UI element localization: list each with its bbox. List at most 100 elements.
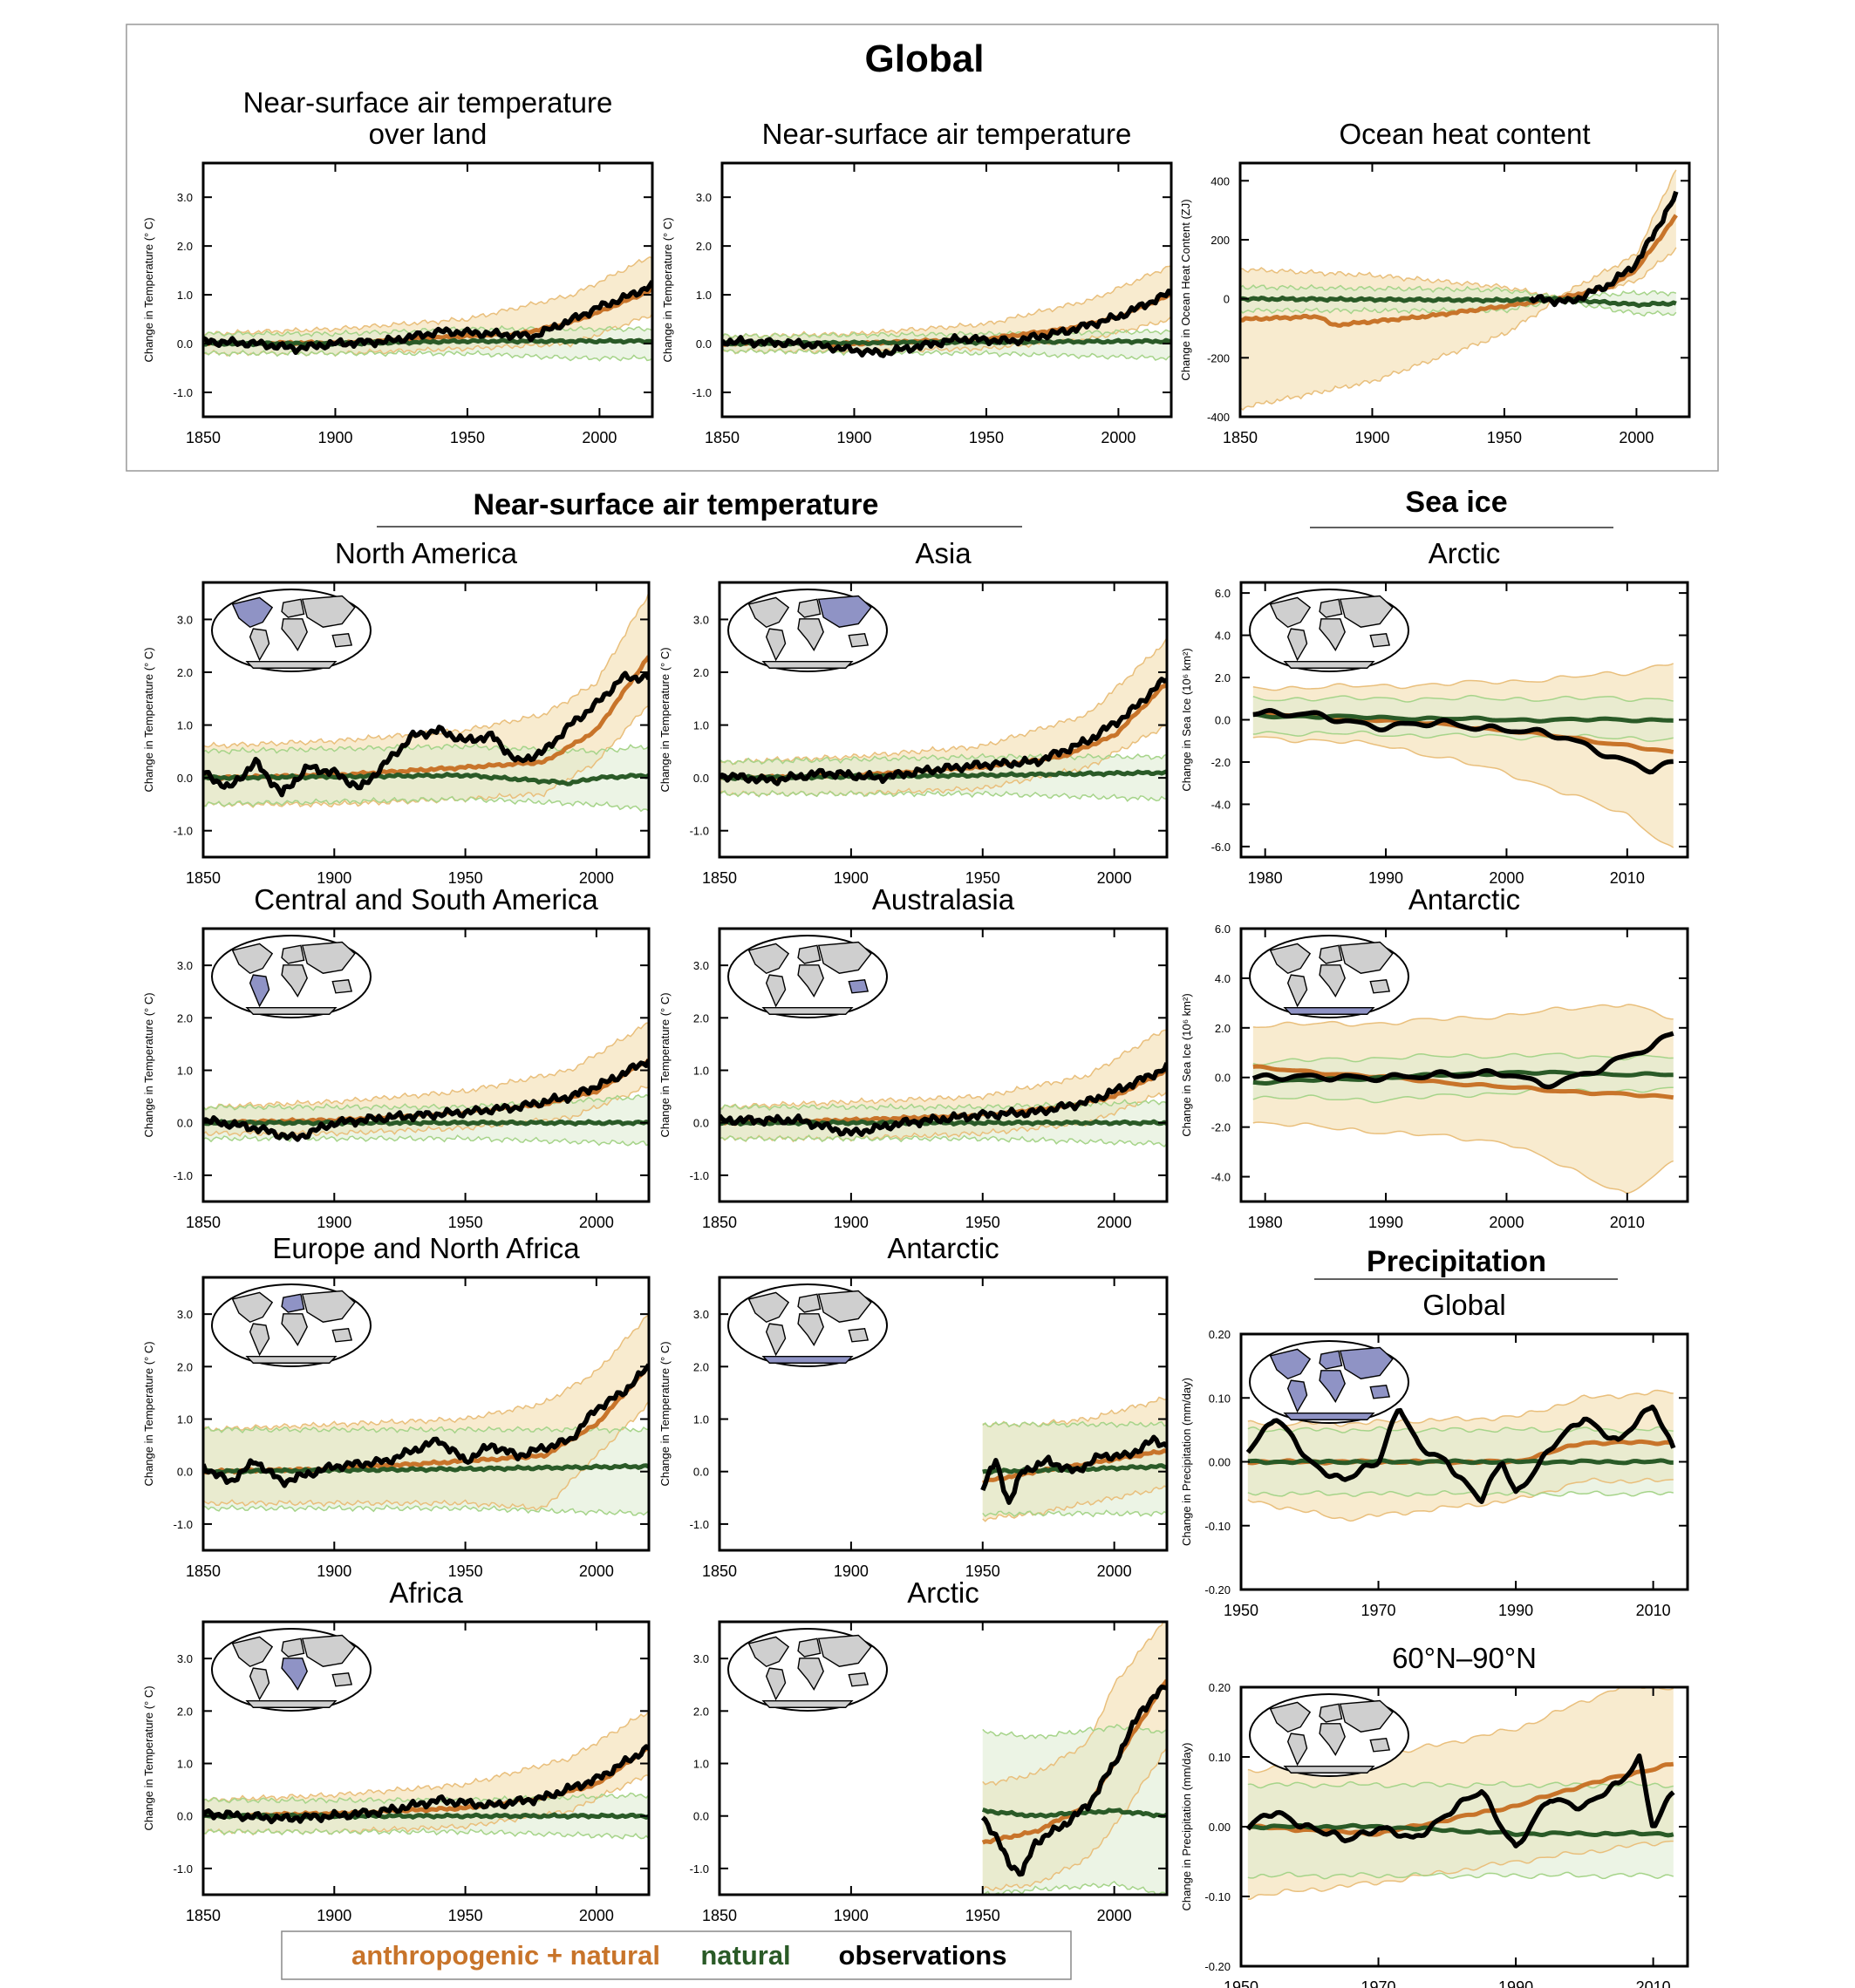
y-axis-label: Change in Sea Ice (10⁶ km²) bbox=[1180, 648, 1193, 791]
anthro-band-lower bbox=[982, 1485, 1167, 1522]
y-axis-label: Change in Ocean Heat Content (ZJ) bbox=[1179, 199, 1192, 380]
antarctica-shape bbox=[761, 1700, 854, 1708]
y-tick-label: 2.0 bbox=[696, 240, 712, 253]
observations-line bbox=[203, 1744, 649, 1825]
anthro-band-lower bbox=[203, 1400, 649, 1511]
plot-area bbox=[203, 591, 649, 813]
y-tick-label: 1.0 bbox=[177, 1065, 193, 1078]
antarctica-shape bbox=[245, 661, 338, 669]
south-america-shape bbox=[765, 628, 787, 662]
chart-aus: 1850 1900 1950 2000 -1.0 0.0 1.0 2.0 3.0 Change i… bbox=[658, 883, 1169, 1231]
observations-line bbox=[719, 1062, 1167, 1138]
australia-shape bbox=[848, 979, 870, 994]
y-tick-label: -1.0 bbox=[692, 386, 712, 399]
observations-line bbox=[719, 677, 1167, 786]
y-tick-label: 2.0 bbox=[177, 1360, 193, 1373]
y-tick-label: -1.0 bbox=[690, 1518, 709, 1531]
panel-title: Antarctic bbox=[1408, 883, 1520, 916]
panel-title: Global bbox=[1422, 1289, 1505, 1321]
plot-area bbox=[719, 1029, 1167, 1147]
plot-area bbox=[980, 1396, 1167, 1522]
chart-arc: 1850 1900 1950 2000 -1.0 0.0 1.0 2.0 3.0 Arctic bbox=[690, 1576, 1169, 1924]
x-tick-label: 1850 bbox=[705, 429, 740, 446]
x-tick-label: 2000 bbox=[582, 429, 617, 446]
x-tick-label: 2000 bbox=[1101, 429, 1136, 446]
plot-area bbox=[203, 1710, 649, 1840]
panel-title: Asia bbox=[915, 537, 972, 569]
observations-line bbox=[203, 280, 652, 356]
natural-band-upper bbox=[1252, 694, 1674, 703]
x-tick-label: 1850 bbox=[186, 429, 221, 446]
south-america-shape bbox=[1286, 1379, 1308, 1413]
legend-natural: natural bbox=[700, 1940, 790, 1971]
x-tick-label: 1850 bbox=[1223, 429, 1258, 446]
x-tick-label: 2010 bbox=[1636, 1978, 1671, 1988]
north-america-shape bbox=[231, 943, 274, 975]
south-america-shape bbox=[1286, 628, 1308, 662]
y-axis-label: Change in Temperature (° C) bbox=[142, 217, 155, 362]
y-tick-label: -4.0 bbox=[1211, 798, 1231, 811]
region-map-icon bbox=[211, 935, 372, 1018]
anthro-band-lower bbox=[982, 1747, 1167, 1891]
anthro-mean-line bbox=[1252, 1064, 1674, 1100]
europe-shape bbox=[797, 598, 822, 618]
anthro-band-lower bbox=[722, 316, 1171, 355]
y-tick-label: 0.20 bbox=[1209, 1681, 1231, 1694]
anthro-band-lower bbox=[1247, 1477, 1674, 1522]
y-tick-label: 400 bbox=[1211, 174, 1230, 187]
panel-title: Near-surface air temperature bbox=[243, 86, 613, 119]
x-tick-label: 1950 bbox=[965, 1214, 1000, 1231]
x-tick-label: 1980 bbox=[1248, 1214, 1283, 1231]
chart-gland: 1850 1900 1950 2000 -1.0 0.0 1.0 2.0 3.0 Change i… bbox=[142, 86, 654, 446]
y-tick-label: -4.0 bbox=[1211, 1171, 1231, 1184]
y-axis-label: Change in Temperature (° C) bbox=[142, 1685, 155, 1830]
natural-band-upper bbox=[722, 328, 1171, 339]
precip-heading: Precipitation bbox=[1367, 1245, 1546, 1278]
region-map-icon bbox=[1249, 1340, 1409, 1424]
asia-shape bbox=[301, 941, 356, 974]
plot-area bbox=[1251, 1004, 1674, 1195]
x-tick-label: 1900 bbox=[317, 869, 351, 887]
y-tick-label: 2.0 bbox=[177, 1705, 193, 1718]
legend-observations: observations bbox=[839, 1940, 1007, 1971]
north-america-shape bbox=[747, 943, 790, 975]
north-america-shape bbox=[747, 1291, 790, 1324]
antarctica-shape bbox=[1283, 1766, 1375, 1774]
chart-nam: 1850 1900 1950 2000 -1.0 0.0 1.0 2.0 3.0 Change i… bbox=[142, 537, 651, 887]
antarctica-shape bbox=[245, 1700, 338, 1708]
x-tick-label: 1970 bbox=[1361, 1602, 1396, 1619]
plot-frame bbox=[201, 581, 651, 859]
south-america-shape bbox=[1286, 1733, 1308, 1767]
natural-band-lower bbox=[203, 1504, 649, 1516]
asia-shape bbox=[817, 941, 872, 974]
africa-shape bbox=[1319, 1370, 1346, 1403]
x-tick-label: 2010 bbox=[1636, 1602, 1671, 1619]
natural-band-upper bbox=[203, 742, 649, 756]
north-america-shape bbox=[747, 596, 790, 629]
region-map-icon bbox=[1249, 589, 1409, 672]
plot-frame bbox=[718, 581, 1169, 859]
asia-shape bbox=[301, 595, 356, 628]
y-tick-label: 2.0 bbox=[177, 1011, 193, 1025]
x-tick-label: 1950 bbox=[1487, 429, 1522, 446]
observations-line bbox=[1245, 1753, 1675, 1848]
y-tick-label: 3.0 bbox=[696, 191, 712, 204]
y-tick-label: 0.0 bbox=[693, 1466, 709, 1479]
observations-line bbox=[203, 671, 649, 798]
africa-shape bbox=[797, 964, 824, 997]
anthro-band-upper bbox=[203, 255, 652, 337]
y-axis-label: Change in Temperature (° C) bbox=[658, 992, 672, 1137]
africa-shape bbox=[797, 1313, 824, 1346]
panel-title: over land bbox=[369, 118, 488, 150]
y-tick-label: 3.0 bbox=[693, 1652, 709, 1665]
europe-shape bbox=[281, 598, 305, 618]
anthro-band-lower bbox=[1252, 1121, 1674, 1195]
y-tick-label: -0.20 bbox=[1204, 1583, 1231, 1597]
observations-line bbox=[1251, 1031, 1674, 1090]
y-axis-label: Change in Precipitation (mm/day) bbox=[1180, 1743, 1193, 1911]
region-map-icon bbox=[727, 1628, 888, 1712]
y-tick-label: 0.0 bbox=[177, 1117, 193, 1130]
natural-mean-line bbox=[1247, 1458, 1674, 1466]
y-tick-label: 3.0 bbox=[177, 959, 193, 972]
chart-prglob: 1950 1970 1990 2010 -0.20 -0.10 0.00 0.10 0.20 Ch… bbox=[1180, 1289, 1689, 1619]
